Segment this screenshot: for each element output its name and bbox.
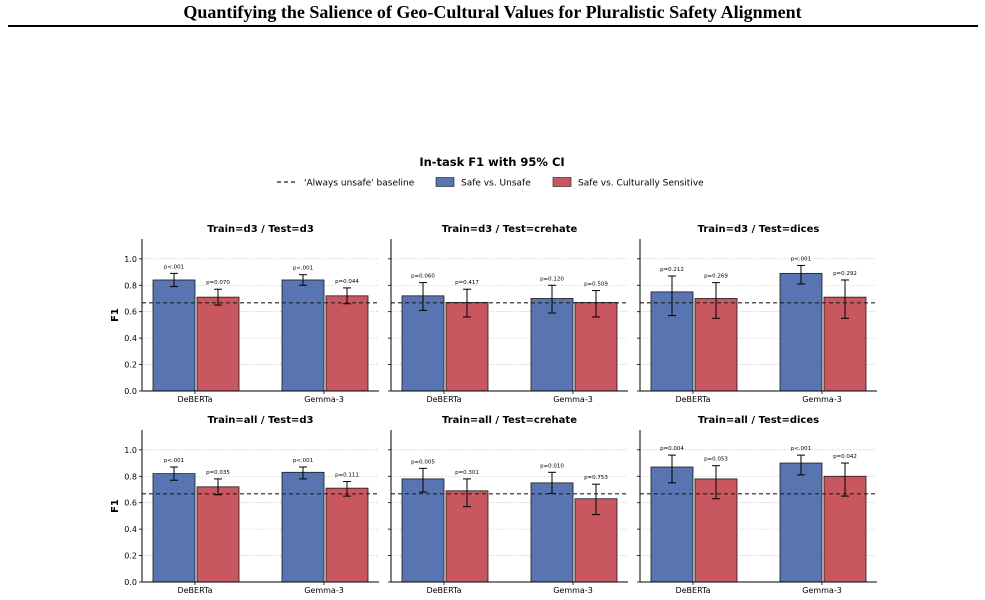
p-value-label: p=0.111 bbox=[335, 473, 359, 479]
p-value-label: p<.001 bbox=[293, 266, 313, 272]
legend-safe-cultural-label: Safe vs. Culturally Sensitive bbox=[578, 179, 704, 189]
header-rule bbox=[8, 25, 978, 27]
x-tick-label: Gemma-3 bbox=[802, 395, 842, 404]
bar bbox=[401, 478, 445, 583]
bar bbox=[152, 279, 196, 392]
panel-title: Train=all / Test=dices bbox=[698, 415, 819, 426]
y-tick-label: 1.0 bbox=[124, 446, 137, 455]
bar bbox=[281, 279, 325, 392]
x-tick-label: DeBERTa bbox=[675, 586, 710, 595]
p-value-label: p=0.044 bbox=[335, 279, 359, 285]
bar bbox=[574, 302, 618, 392]
y-tick-label: 0.0 bbox=[124, 387, 137, 396]
p-value-label: p<.001 bbox=[791, 446, 811, 452]
y-tick-label: 0.8 bbox=[124, 472, 137, 481]
x-tick-label: Gemma-3 bbox=[802, 586, 842, 595]
x-tick-label: Gemma-3 bbox=[553, 586, 593, 595]
bar bbox=[325, 295, 369, 392]
y-tick-label: 0.4 bbox=[124, 525, 137, 534]
p-value-label: p=0.035 bbox=[206, 470, 230, 476]
x-tick-label: DeBERTa bbox=[177, 395, 212, 404]
p-value-label: p=0.292 bbox=[833, 271, 857, 277]
p-value-label: p=0.120 bbox=[540, 276, 564, 282]
bar bbox=[281, 471, 325, 583]
p-value-label: p<.001 bbox=[164, 264, 184, 270]
y-tick-label: 1.0 bbox=[124, 255, 137, 264]
p-value-label: p=0.301 bbox=[455, 470, 479, 476]
bar bbox=[196, 296, 240, 392]
p-value-label: p=0.010 bbox=[540, 463, 564, 469]
bar bbox=[325, 487, 369, 583]
panel-title: Train=d3 / Test=d3 bbox=[207, 224, 314, 235]
bar bbox=[779, 462, 823, 583]
x-tick-label: DeBERTa bbox=[675, 395, 710, 404]
p-value-label: p=0.042 bbox=[833, 454, 857, 460]
y-tick-label: 0.6 bbox=[124, 499, 137, 508]
p-value-label: p<.001 bbox=[164, 458, 184, 464]
legend-safe-unsafe-label: Safe vs. Unsafe bbox=[461, 179, 531, 189]
y-tick-label: 0.8 bbox=[124, 281, 137, 290]
bar bbox=[530, 298, 574, 392]
p-value-label: p=0.212 bbox=[660, 267, 684, 273]
p-value-label: p=0.070 bbox=[206, 280, 230, 286]
panel-title: Train=all / Test=d3 bbox=[207, 415, 313, 426]
page-header: Quantifying the Salience of Geo-Cultural… bbox=[0, 0, 985, 28]
p-value-label: p=0.509 bbox=[584, 282, 608, 288]
y-tick-label: 0.4 bbox=[124, 334, 137, 343]
x-tick-label: DeBERTa bbox=[426, 395, 461, 404]
paper-title: Quantifying the Salience of Geo-Cultural… bbox=[183, 2, 802, 22]
bar bbox=[650, 466, 694, 583]
bar bbox=[779, 272, 823, 392]
y-tick-label: 0.2 bbox=[124, 361, 137, 370]
p-value-label: p=0.269 bbox=[704, 274, 728, 280]
panel-title: Train=d3 / Test=dices bbox=[698, 224, 820, 235]
legend-safe-cultural-swatch bbox=[552, 177, 572, 187]
x-tick-label: Gemma-3 bbox=[304, 586, 344, 595]
y-tick-label: 0.6 bbox=[124, 308, 137, 317]
x-tick-label: DeBERTa bbox=[426, 586, 461, 595]
p-value-label: p<.001 bbox=[293, 458, 313, 464]
legend-baseline-label: 'Always unsafe' baseline bbox=[304, 179, 415, 189]
bar bbox=[530, 482, 574, 583]
y-axis-label: F1 bbox=[110, 308, 121, 322]
p-value-label: p=0.060 bbox=[411, 274, 435, 280]
bar bbox=[196, 486, 240, 583]
y-tick-label: 0.2 bbox=[124, 552, 137, 561]
p-value-label: p=0.053 bbox=[704, 457, 728, 463]
p-value-label: p=0.417 bbox=[455, 280, 479, 286]
panel-title: Train=d3 / Test=crehate bbox=[442, 224, 578, 235]
legend-safe-unsafe-swatch bbox=[435, 177, 455, 187]
y-axis-label: F1 bbox=[110, 499, 121, 513]
x-tick-label: Gemma-3 bbox=[553, 395, 593, 404]
x-tick-label: Gemma-3 bbox=[304, 395, 344, 404]
panel-title: Train=all / Test=crehate bbox=[442, 415, 577, 426]
x-tick-label: DeBERTa bbox=[177, 586, 212, 595]
bar bbox=[401, 295, 445, 392]
chart-title: In-task F1 with 95% CI bbox=[419, 155, 564, 169]
y-tick-label: 0.0 bbox=[124, 578, 137, 587]
bar bbox=[152, 473, 196, 583]
p-value-label: p=0.004 bbox=[660, 446, 684, 452]
p-value-label: p=0.753 bbox=[584, 475, 608, 481]
p-value-label: p=0.005 bbox=[411, 459, 435, 465]
p-value-label: p<.001 bbox=[791, 256, 811, 262]
